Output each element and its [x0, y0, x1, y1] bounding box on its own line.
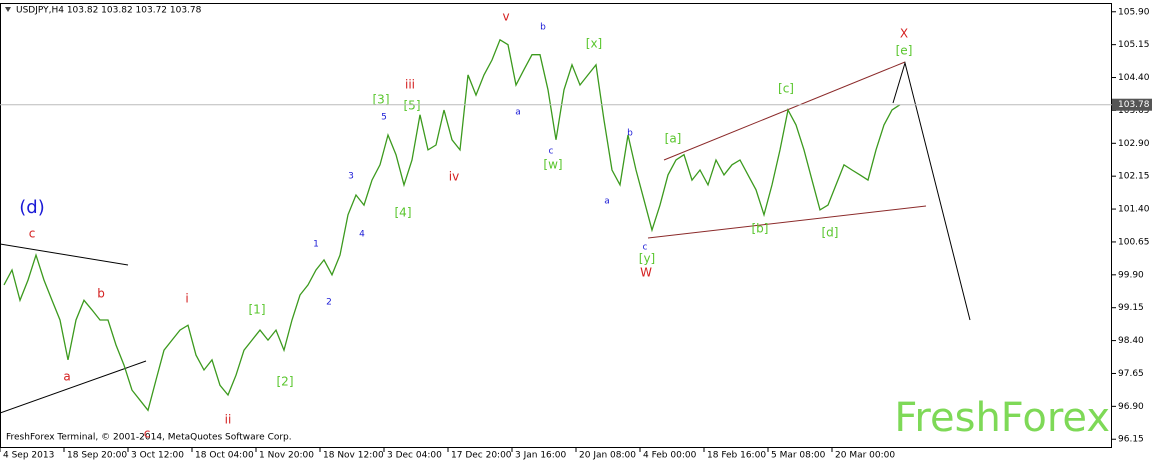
wave-label: ii [225, 413, 232, 427]
y-tick-label: 99.90 [1118, 270, 1144, 280]
y-tick-label: 101.40 [1118, 205, 1150, 215]
wave-label: iii [405, 78, 415, 92]
wave-label: 2 [326, 298, 332, 308]
wave-label: c [29, 227, 36, 241]
x-tick-label: 18 Feb 16:00 [707, 451, 766, 461]
wave-label: [y] [639, 252, 655, 266]
y-tick-label: 102.15 [1118, 172, 1150, 182]
x-tick-label: 4 Feb 00:00 [643, 451, 697, 461]
plot-frame [0, 3, 1112, 448]
wave-label: (d) [19, 197, 44, 218]
x-tick-label: 1 Nov 20:00 [259, 451, 314, 461]
x-tick-label: 17 Dec 20:00 [451, 451, 512, 461]
wave-label: c [643, 243, 648, 253]
x-tick-label: 18 Oct 04:00 [195, 451, 254, 461]
wave-label: [5] [404, 99, 421, 113]
wave-label: v [502, 10, 509, 24]
wave-label: [3] [373, 93, 390, 107]
footer: FreshForex Terminal, © 2001-2014, MetaQu… [6, 433, 292, 443]
wave-label: b [540, 23, 546, 33]
price-line [3, 38, 901, 412]
wave-label: [x] [586, 37, 602, 51]
wave-label: X [900, 27, 908, 41]
title-icon [5, 7, 11, 12]
wave-label: c [144, 427, 151, 441]
x-tick-label: 20 Jan 08:00 [579, 451, 636, 461]
wave-label: i [185, 292, 188, 306]
wave-label: 5 [381, 113, 387, 123]
y-tick-label: 103.65 [1118, 106, 1150, 116]
x-tick-label: 5 Mar 08:00 [771, 451, 826, 461]
trendline [663, 61, 906, 161]
last-price-box [1112, 98, 1152, 111]
wave-label: [e] [896, 44, 913, 58]
y-tick-label: 96.15 [1118, 435, 1144, 445]
y-tick-label: 105.15 [1118, 40, 1150, 50]
wave-label: [4] [395, 206, 412, 220]
y-tick-label: 102.90 [1118, 139, 1150, 149]
x-tick-label: 18 Sep 20:00 [67, 451, 127, 461]
x-tick-label: 3 Dec 04:00 [387, 451, 442, 461]
y-tick-label: 96.90 [1118, 402, 1144, 412]
wave-label: [2] [277, 375, 294, 389]
wave-label: [a] [665, 132, 682, 146]
forecast-line [892, 61, 971, 321]
wave-label: a [63, 370, 70, 384]
y-tick-label: 97.65 [1118, 369, 1144, 379]
drawings [0, 61, 971, 414]
wave-label: [w] [543, 158, 562, 172]
trendline [0, 243, 129, 266]
trendline [0, 360, 147, 414]
x-tick-label: 20 Mar 00:00 [835, 451, 895, 461]
y-tick-label: 100.65 [1118, 237, 1150, 247]
wave-label: 4 [359, 230, 365, 240]
trendline [647, 205, 927, 239]
y-tick-label: 98.40 [1118, 336, 1144, 346]
wave-label: 3 [348, 172, 354, 182]
wave-label: b [97, 287, 105, 301]
watermark: FreshForex [894, 395, 1110, 441]
wave-label: [d] [822, 226, 839, 240]
y-tick-label: 104.40 [1118, 73, 1150, 83]
x-tick-label: 18 Nov 12:00 [323, 451, 384, 461]
wave-label: 1 [313, 240, 319, 250]
wave-label: [c] [778, 82, 794, 96]
wave-label: [1] [249, 303, 266, 317]
y-tick-label: 99.15 [1118, 303, 1144, 313]
wave-label: c [549, 147, 554, 157]
wave-label: W [640, 266, 652, 280]
last-price-label: 103.78 [1118, 100, 1150, 110]
wave-label: a [604, 197, 610, 207]
wave-label: a [515, 108, 521, 118]
x-tick-label: 3 Oct 12:00 [131, 451, 184, 461]
chart-title: USDJPY,H4 103.82 103.82 103.72 103.78 [16, 6, 202, 16]
wave-label: b [627, 129, 633, 139]
wave-label: [b] [752, 222, 769, 236]
x-tick-label: 4 Sep 2013 [3, 451, 54, 461]
annotations: (d) c b a i ii iii iv v X W c [1] [2] [3… [19, 10, 912, 441]
x-tick-label: 3 Jan 16:00 [515, 451, 567, 461]
wave-label: iv [449, 170, 459, 184]
y-tick-label: 105.90 [1118, 7, 1150, 17]
